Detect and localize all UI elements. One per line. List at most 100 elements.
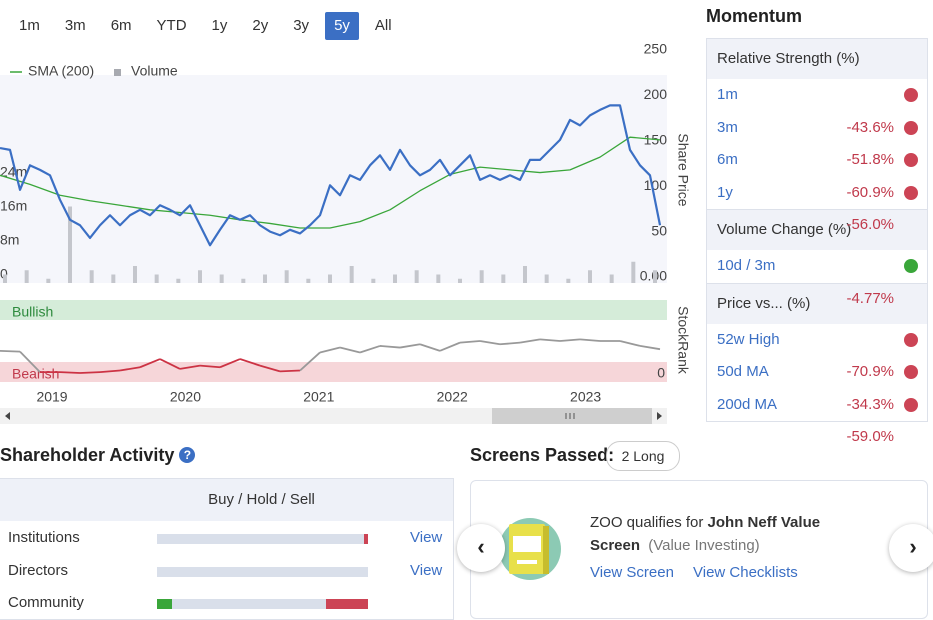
row-value: -43.6% [846, 118, 894, 136]
momentum-row: 52w High -70.9% [707, 324, 927, 380]
row-value: -34.3% [846, 395, 894, 413]
range-button[interactable]: 6m [110, 17, 132, 34]
row-dot [904, 120, 918, 135]
y-label: Share Price [675, 133, 691, 206]
range-bar: 1m 3m 6m YTD 1y 2y 3y 5y All [0, 12, 401, 42]
row-label[interactable]: 52w High [717, 330, 780, 348]
y-tick-label: 50 [651, 222, 667, 238]
stockrank-segment [59, 371, 81, 374]
row-dot [904, 153, 918, 167]
y-tick-label: 250 [644, 41, 668, 57]
momentum-row: 200d MA -59.0% [707, 389, 927, 445]
row-value: -60.9% [846, 183, 894, 201]
momentum-row: 3m -51.8% [707, 112, 927, 168]
volume-bar [176, 278, 181, 283]
v-tick-label: 16m [0, 198, 27, 214]
bullish-label: Bullish [12, 304, 53, 320]
screen-name[interactable]: John Neff Value Screen [590, 514, 821, 554]
row-label[interactable]: 10d / 3m [717, 257, 776, 274]
volume-bar [154, 274, 159, 283]
range-button[interactable]: 5y [325, 12, 359, 40]
volume-key [114, 69, 121, 76]
thumb-grip [565, 413, 575, 419]
scroll-right[interactable] [657, 412, 662, 420]
view-checklists[interactable]: View Checklists [693, 564, 798, 581]
next-button[interactable]: › [889, 524, 933, 572]
range-button[interactable]: 3y [293, 17, 310, 34]
v-tick-label: 8m [0, 232, 19, 248]
y-tick-label: 100 [644, 177, 668, 193]
range-button[interactable]: All [374, 17, 392, 34]
stockrank-segment [379, 345, 401, 349]
sr-tick-label: 0 [657, 365, 665, 381]
scroll-left[interactable] [5, 412, 10, 420]
row-value: -56.0% [846, 216, 894, 233]
volume-bar [523, 266, 527, 283]
stockrank-segment [339, 346, 361, 354]
view-screen[interactable]: View Screen [590, 564, 674, 581]
volume-bar [371, 278, 376, 283]
row-label[interactable]: 6m [717, 151, 738, 168]
volume-bar [653, 270, 657, 283]
stockrank-segment [259, 364, 281, 373]
stockrank-segment [579, 338, 601, 342]
sr-label: StockRank [675, 306, 691, 375]
volume-bar [328, 274, 332, 283]
row-label[interactable]: 3m [717, 118, 738, 136]
volume-bar [588, 270, 592, 283]
price-line [0, 104, 662, 247]
row-label[interactable]: 200d MA [717, 395, 778, 413]
row-label[interactable]: 1y [717, 183, 733, 201]
stockrank-segment [0, 349, 21, 353]
screens-pill[interactable]: 2 Long [606, 441, 680, 471]
x-tick-label: 2021 [303, 389, 334, 405]
row-value: -70.9% [846, 363, 894, 380]
shareholder-header: Buy / Hold / Sell [0, 479, 453, 521]
view-link[interactable]: View [410, 529, 443, 546]
row-label[interactable]: 1m [717, 86, 738, 103]
volume-bar [219, 274, 224, 283]
stockrank-segment [99, 369, 121, 374]
section-header: Volume Change (%) [707, 209, 927, 250]
section-header: Price vs... (%) [707, 282, 927, 324]
v-tick-label: 0 [0, 266, 8, 282]
volume-bar [133, 266, 137, 283]
momentum-title: Momentum [706, 6, 802, 26]
scroll-thumb[interactable] [492, 408, 652, 424]
volume-bar [479, 270, 484, 283]
volume-bar [46, 278, 51, 283]
volume-bar [263, 274, 267, 283]
y-tick-label: 200 [644, 86, 668, 102]
range-button[interactable]: YTD [156, 17, 187, 34]
row-dot [904, 397, 918, 412]
volume-bar [3, 274, 7, 283]
shareholder-title-text: Shareholder Activity [0, 445, 175, 465]
prev-button[interactable]: ‹ [457, 524, 505, 572]
screens-title: Screens Passed: [470, 445, 615, 465]
activity-bar [157, 566, 368, 577]
volume-bar [436, 274, 441, 283]
row-label[interactable]: 50d MA [717, 363, 769, 380]
legend-volume: Volume [131, 63, 178, 79]
stockrank-segment [639, 345, 661, 351]
range-button[interactable]: 1m [19, 17, 40, 34]
volume-bar [393, 274, 397, 283]
stockrank-segment [479, 340, 501, 346]
range-button[interactable]: 3m [64, 17, 86, 34]
chart: Bullish Bearish SMA (200) Volume Share P… [0, 41, 691, 424]
plot-bg [0, 75, 667, 283]
stockrank-segment [219, 358, 241, 369]
stockrank-segment [459, 340, 481, 344]
row-value: -4.77% [846, 289, 894, 307]
bullish-band [0, 300, 667, 320]
range-button[interactable]: 2y [252, 17, 269, 34]
momentum-row: 1y -56.0% [707, 177, 927, 233]
view-link[interactable]: View [410, 561, 443, 579]
range-button[interactable]: 1y [211, 17, 228, 34]
stockrank-segment [199, 364, 221, 369]
volume-bar [566, 278, 571, 283]
help-icon[interactable]: ? [179, 447, 196, 463]
momentum-table: Relative Strength (%) 1m -43.6% 3m -51.8% 6m -… [706, 38, 928, 445]
stockrank-segment [279, 369, 301, 373]
